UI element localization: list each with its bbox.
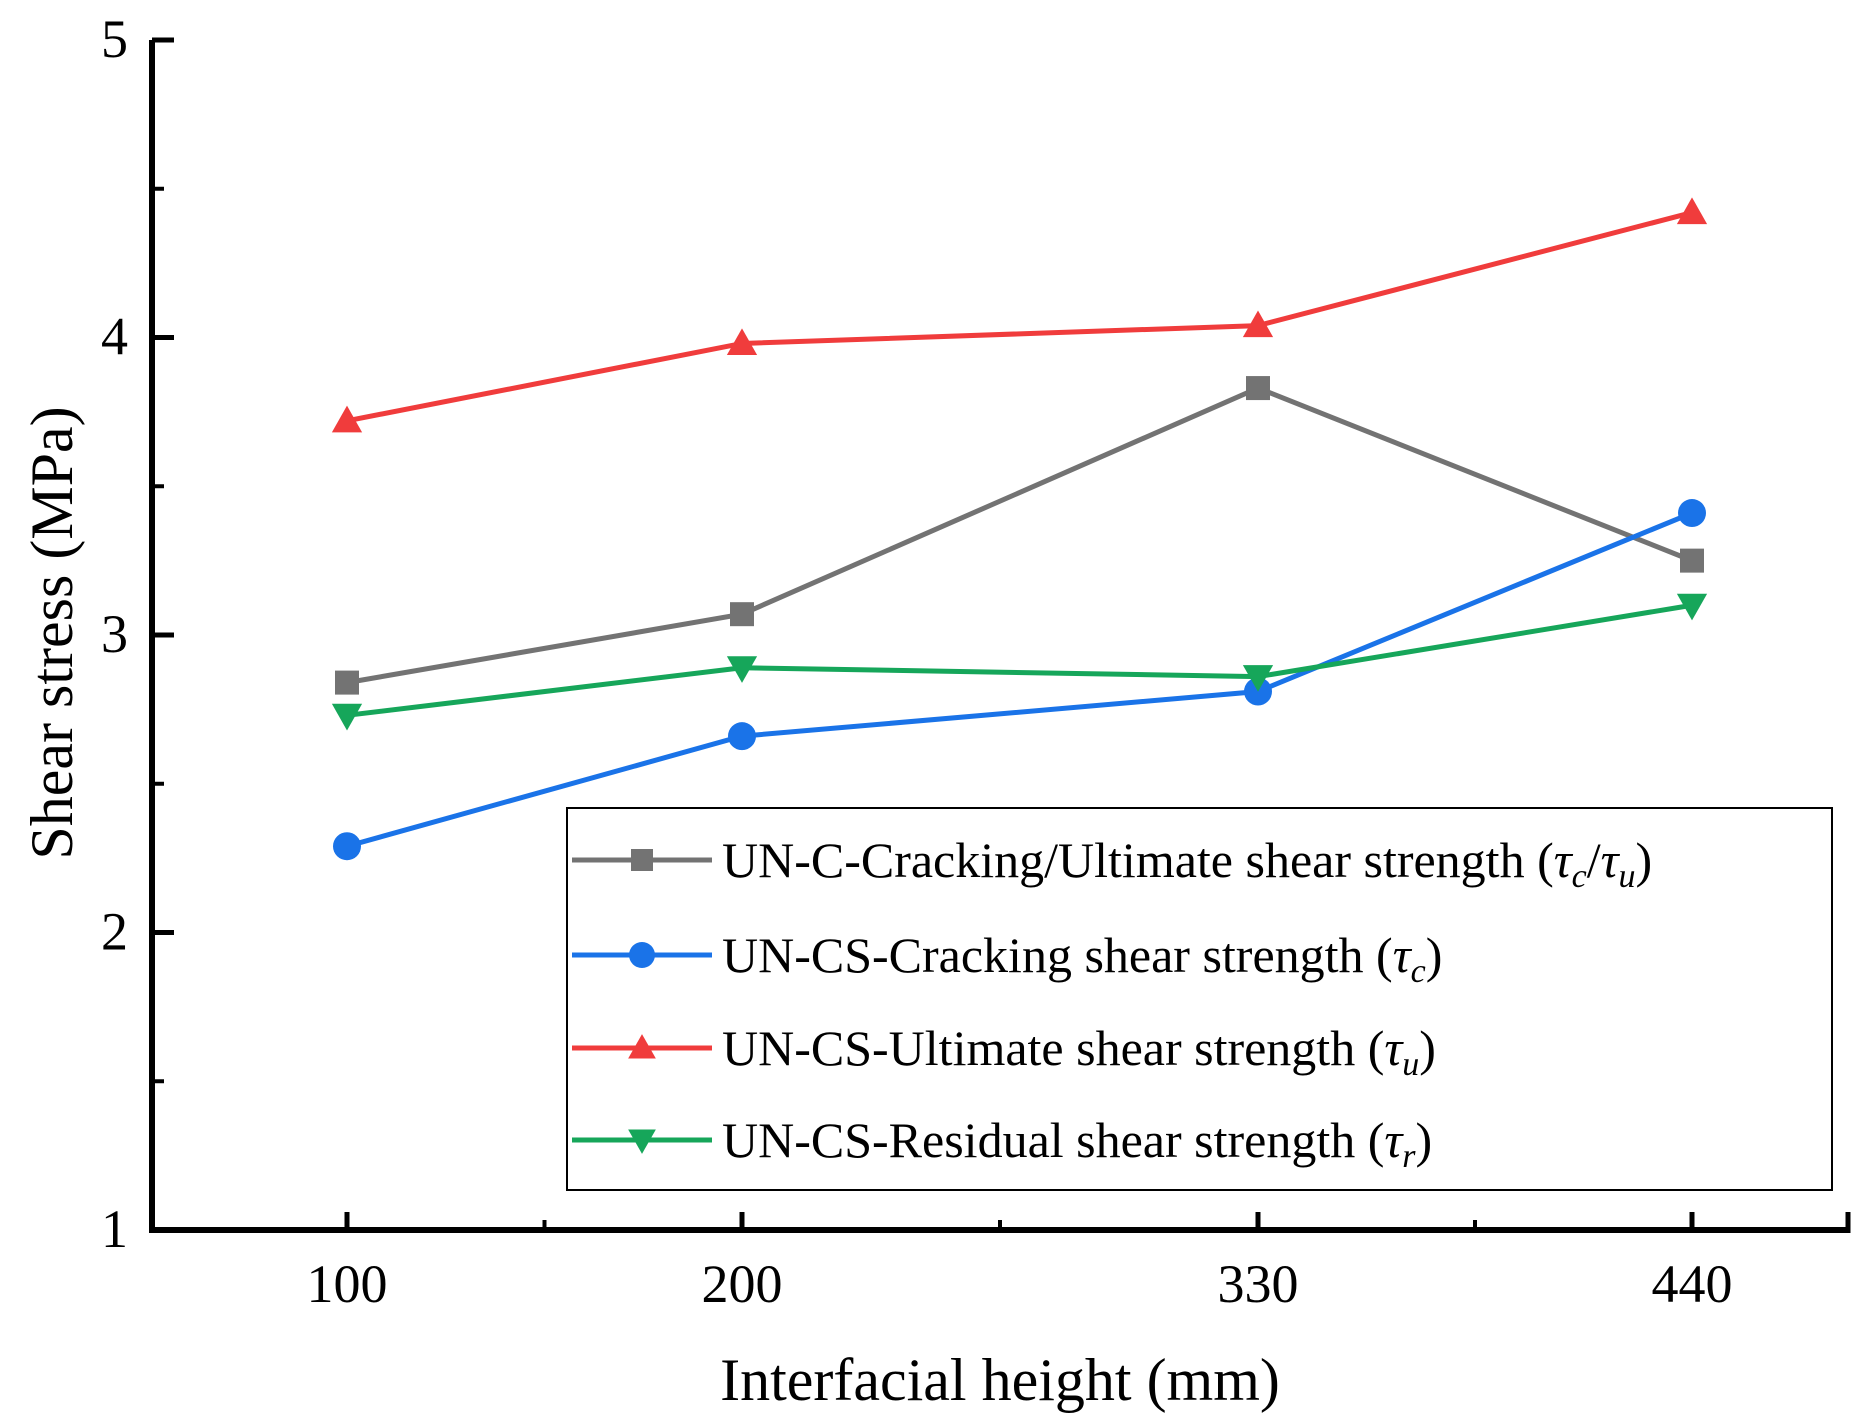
x-ticks: 100 200 330 440 [307, 1212, 1733, 1314]
legend-label: UN-CS-Residual shear strength (τr) [722, 1112, 1432, 1175]
legend-label-part: ) [1419, 1020, 1436, 1076]
data-point [1680, 548, 1704, 573]
legend-label: UN-CS-Cracking shear strength (τc) [722, 927, 1442, 990]
y-tick-label: 4 [101, 307, 128, 367]
legend-label-part: ) [1426, 927, 1443, 983]
legend-item: UN-CS-Residual shear strength (τr) [572, 1112, 1432, 1175]
legend-label-part: r [1402, 1138, 1416, 1175]
data-point [1678, 499, 1706, 528]
legend-label-part: ) [1416, 1112, 1433, 1168]
series-4 [331, 593, 1708, 731]
data-point [1242, 665, 1274, 692]
legend-label-part: τ [1384, 1020, 1404, 1076]
series-line [346, 602, 1693, 718]
data-point [726, 328, 758, 355]
legend-label-part: τ [1393, 927, 1413, 983]
legend-label-part: ) [1636, 832, 1653, 888]
legend-box [566, 807, 1833, 1191]
x-tick-label: 100 [307, 1254, 388, 1314]
legend-label-part: τ [1601, 832, 1621, 888]
x-axis-title: Interfacial height (mm) [720, 1347, 1280, 1413]
legend-marker [628, 1129, 656, 1154]
legend-label-part: / [1587, 832, 1601, 888]
x-tick-label: 200 [702, 1254, 783, 1314]
legend-label-part: c [1572, 858, 1587, 895]
series-2 [333, 499, 1706, 861]
legend-label-part: c [1411, 953, 1426, 990]
x-tick-label: 330 [1218, 1254, 1299, 1314]
data-point [728, 722, 756, 751]
legend-item: UN-C-Cracking/Ultimate shear strength (τ… [572, 832, 1652, 895]
series-line [346, 510, 1693, 849]
series-line [346, 385, 1693, 686]
legend-label: UN-CS-Ultimate shear strength (τu) [722, 1020, 1436, 1083]
legend-label-part: τ [1384, 1112, 1404, 1168]
data-point [1242, 310, 1274, 338]
legend-marker [631, 849, 653, 871]
legend-label-part: UN-C-Cracking/Ultimate shear strength ( [722, 832, 1554, 888]
x-tick-label: 440 [1652, 1254, 1733, 1314]
legend: UN-C-Cracking/Ultimate shear strength (τ… [566, 807, 1833, 1191]
legend-label-part: u [1402, 1046, 1419, 1083]
y-tick-label: 3 [101, 604, 128, 664]
legend-label-part: UN-CS-Residual shear strength ( [722, 1112, 1384, 1168]
y-tick-label: 1 [101, 1199, 128, 1259]
data-point [1676, 593, 1708, 621]
legend-label-part: τ [1554, 832, 1574, 888]
legend-label-part: UN-CS-Ultimate shear strength ( [722, 1020, 1384, 1076]
data-point [333, 832, 361, 861]
y-tick-label: 5 [101, 9, 128, 69]
data-point [726, 656, 758, 683]
legend-marker [628, 1034, 656, 1059]
data-point [331, 405, 363, 433]
data-point [730, 602, 754, 627]
data-point [331, 703, 363, 731]
data-point [335, 670, 359, 695]
series-layer [331, 197, 1708, 861]
y-axis-title: Shear stress (MPa) [19, 406, 85, 859]
legend-label: UN-C-Cracking/Ultimate shear strength (τ… [722, 832, 1652, 895]
y-ticks: 1 2 3 4 5 [101, 9, 174, 1259]
series-line [346, 210, 1693, 424]
series-3 [331, 197, 1708, 433]
legend-item: UN-CS-Cracking shear strength (τc) [572, 927, 1442, 990]
data-point [1246, 376, 1270, 401]
y-tick-label: 2 [101, 902, 128, 962]
data-point [1676, 197, 1708, 225]
legend-item: UN-CS-Ultimate shear strength (τu) [572, 1020, 1436, 1083]
series-1 [335, 376, 1704, 695]
legend-label-part: UN-CS-Cracking shear strength ( [722, 927, 1393, 983]
legend-marker [629, 942, 655, 968]
legend-label-part: u [1619, 858, 1636, 895]
